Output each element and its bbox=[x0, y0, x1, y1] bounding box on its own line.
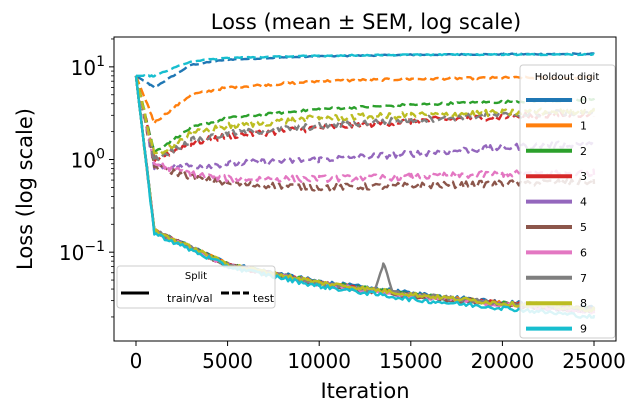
series-9-train-line bbox=[134, 75, 596, 319]
legend-label-4: 4 bbox=[580, 196, 587, 209]
holdout-digit-legend: Holdout digit 0 1 2 3 4 5 6 7 8 9 bbox=[519, 64, 616, 339]
x-tick-label: 25000 bbox=[562, 349, 626, 373]
series-9 bbox=[134, 52, 596, 319]
series-0-test-line bbox=[135, 52, 596, 89]
series-7-test-line bbox=[134, 75, 595, 163]
series-9-test-line bbox=[135, 52, 595, 78]
series-1-test-line bbox=[134, 75, 595, 125]
series-4-test-line bbox=[134, 75, 596, 171]
legend-label-1: 1 bbox=[580, 119, 587, 132]
legend-label-7: 7 bbox=[580, 272, 587, 285]
series-layer bbox=[134, 52, 596, 319]
legend-label-2: 2 bbox=[580, 145, 587, 158]
x-tick-label: 15000 bbox=[379, 349, 443, 373]
y-tick-label: 101 bbox=[71, 54, 105, 80]
split-legend-box bbox=[116, 265, 276, 309]
legend-label-8: 8 bbox=[580, 297, 587, 310]
x-tick-label: 5000 bbox=[202, 349, 253, 373]
split-legend-title: Split bbox=[185, 271, 207, 282]
y-axis-label: Loss (log scale) bbox=[13, 108, 37, 270]
x-axis: 0 5000 10000 15000 20000 25000 bbox=[130, 341, 626, 373]
series-8-test-line bbox=[134, 75, 596, 155]
y-axis: 10−1 100 101 bbox=[59, 38, 114, 318]
split-legend: Split train/val test bbox=[116, 265, 276, 309]
holdout-digit-legend-entries: 0 1 2 3 4 5 6 7 8 9 bbox=[526, 94, 587, 336]
holdout-digit-legend-title: Holdout digit bbox=[535, 72, 600, 83]
chart-title: Loss (mean ± SEM, log scale) bbox=[211, 10, 522, 34]
split-legend-label-test: test bbox=[253, 292, 275, 305]
x-tick-label: 20000 bbox=[471, 349, 535, 373]
x-tick-label: 10000 bbox=[287, 349, 351, 373]
legend-label-9: 9 bbox=[580, 323, 587, 336]
series-3-test-line bbox=[134, 75, 596, 164]
x-axis-label: Iteration bbox=[320, 379, 409, 403]
split-legend-label-train: train/val bbox=[167, 292, 213, 305]
legend-label-5: 5 bbox=[580, 221, 587, 234]
series-6-test-line bbox=[134, 75, 596, 184]
x-tick-label: 0 bbox=[130, 349, 143, 373]
legend-label-6: 6 bbox=[580, 246, 587, 259]
y-tick-label: 10−1 bbox=[59, 239, 105, 265]
series-2-test-line bbox=[134, 75, 596, 154]
plot-area bbox=[113, 36, 617, 342]
y-tick-label: 100 bbox=[71, 147, 105, 173]
legend-label-3: 3 bbox=[580, 170, 587, 183]
plot-frame bbox=[113, 36, 617, 342]
legend-label-0: 0 bbox=[580, 94, 587, 107]
